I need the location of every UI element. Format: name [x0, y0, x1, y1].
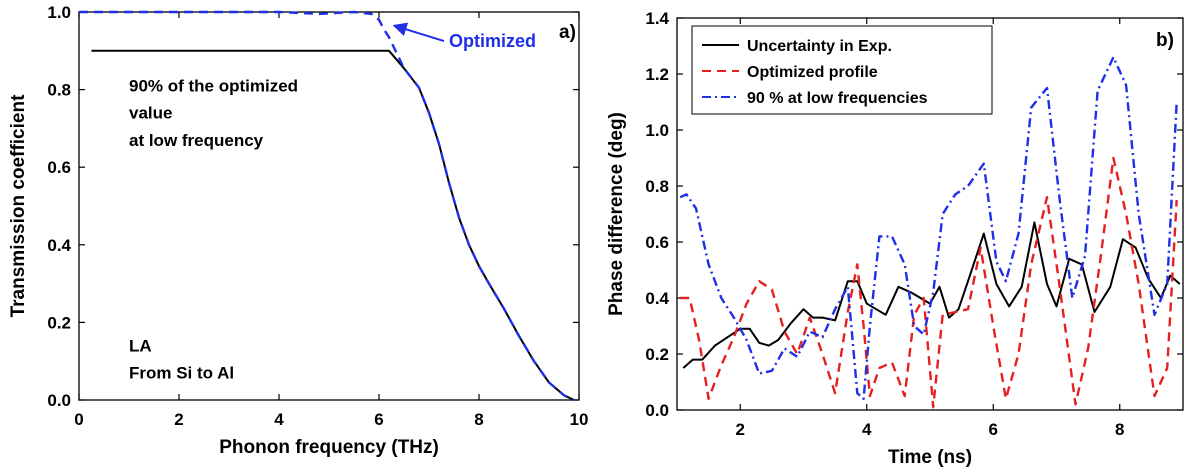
y-tick-label: 0.8 [645, 177, 669, 196]
axis-ticks-a: 0 2 4 6 8 10 0.0 0.2 0.4 0.6 0.8 1.0 [47, 3, 588, 429]
interface-label: From Si to Al [129, 364, 234, 383]
x-tick-label: 6 [989, 420, 998, 439]
y-tick-label: 0.2 [645, 345, 669, 364]
y-tick-label: 0.0 [645, 401, 669, 420]
x-tick-label: 2 [174, 410, 183, 429]
optimized-annotation: Optimized [449, 31, 536, 51]
y-tick-label: 0.4 [47, 236, 71, 255]
series-line [682, 221, 1181, 369]
panel-label-a: a) [559, 22, 576, 43]
series-lines-b [679, 56, 1181, 409]
x-tick-label: 6 [374, 410, 383, 429]
series-line [680, 156, 1178, 409]
chart-panel-b: 2 4 6 8 0.0 0.2 0.4 0.6 0.8 1.0 1.2 1.4 Time (ns) P… [606, 9, 1184, 468]
legend-label-uncertainty: Uncertainty in Exp. [747, 38, 892, 55]
axis-ticks-b: 2 4 6 8 0.0 0.2 0.4 0.6 0.8 1.0 1.2 1.4 [645, 9, 1183, 439]
x-tick-label: 8 [1115, 420, 1124, 439]
legend: Uncertainty in Exp. Optimized profile 90… [691, 25, 993, 115]
x-tick-label: 4 [862, 420, 872, 439]
y-tick-label: 0.4 [645, 289, 669, 308]
y-axis-title-b: Phase difference (deg) [606, 112, 627, 316]
plot-frame-a [78, 11, 580, 401]
y-tick-label: 0.2 [47, 313, 71, 332]
legend-label-90-percent: 90 % at low frequencies [747, 90, 928, 107]
series-lines-a [79, 10, 575, 402]
y-axis-title-a: Transmission coefficient [8, 94, 29, 317]
y-tick-label: 0.8 [47, 81, 71, 100]
y-tick-label: 1.0 [47, 3, 71, 22]
optimized-arrow [392, 22, 445, 43]
x-tick-label: 2 [736, 420, 745, 439]
mode-label: LA [129, 337, 152, 356]
x-tick-label: 10 [570, 410, 589, 429]
y-tick-label: 1.4 [645, 9, 669, 28]
x-tick-label: 0 [74, 410, 83, 429]
legend-box [691, 25, 993, 115]
y-tick-label: 0.6 [47, 158, 71, 177]
x-axis-title-a: Phonon frequency (THz) [219, 437, 439, 458]
x-tick-label: 4 [274, 410, 284, 429]
x-tick-label: 8 [474, 410, 483, 429]
chart-panel-a: 0 2 4 6 8 10 0.0 0.2 0.4 0.6 0.8 1.0 Phonon frequen… [8, 3, 588, 458]
y-tick-label: 1.2 [645, 65, 669, 84]
series-line [79, 10, 575, 402]
x-axis-title-b: Time (ns) [888, 447, 972, 468]
legend-label-optimized: Optimized profile [747, 64, 878, 81]
plot-frame-b [676, 17, 1184, 411]
note-line: 90% of the optimized [129, 77, 298, 96]
y-tick-label: 1.0 [645, 121, 669, 140]
note-line: value [129, 104, 172, 123]
note-line: at low frequency [129, 131, 264, 150]
y-tick-label: 0.0 [47, 391, 71, 410]
y-tick-label: 0.6 [645, 233, 669, 252]
panel-label-b: b) [1156, 30, 1174, 51]
